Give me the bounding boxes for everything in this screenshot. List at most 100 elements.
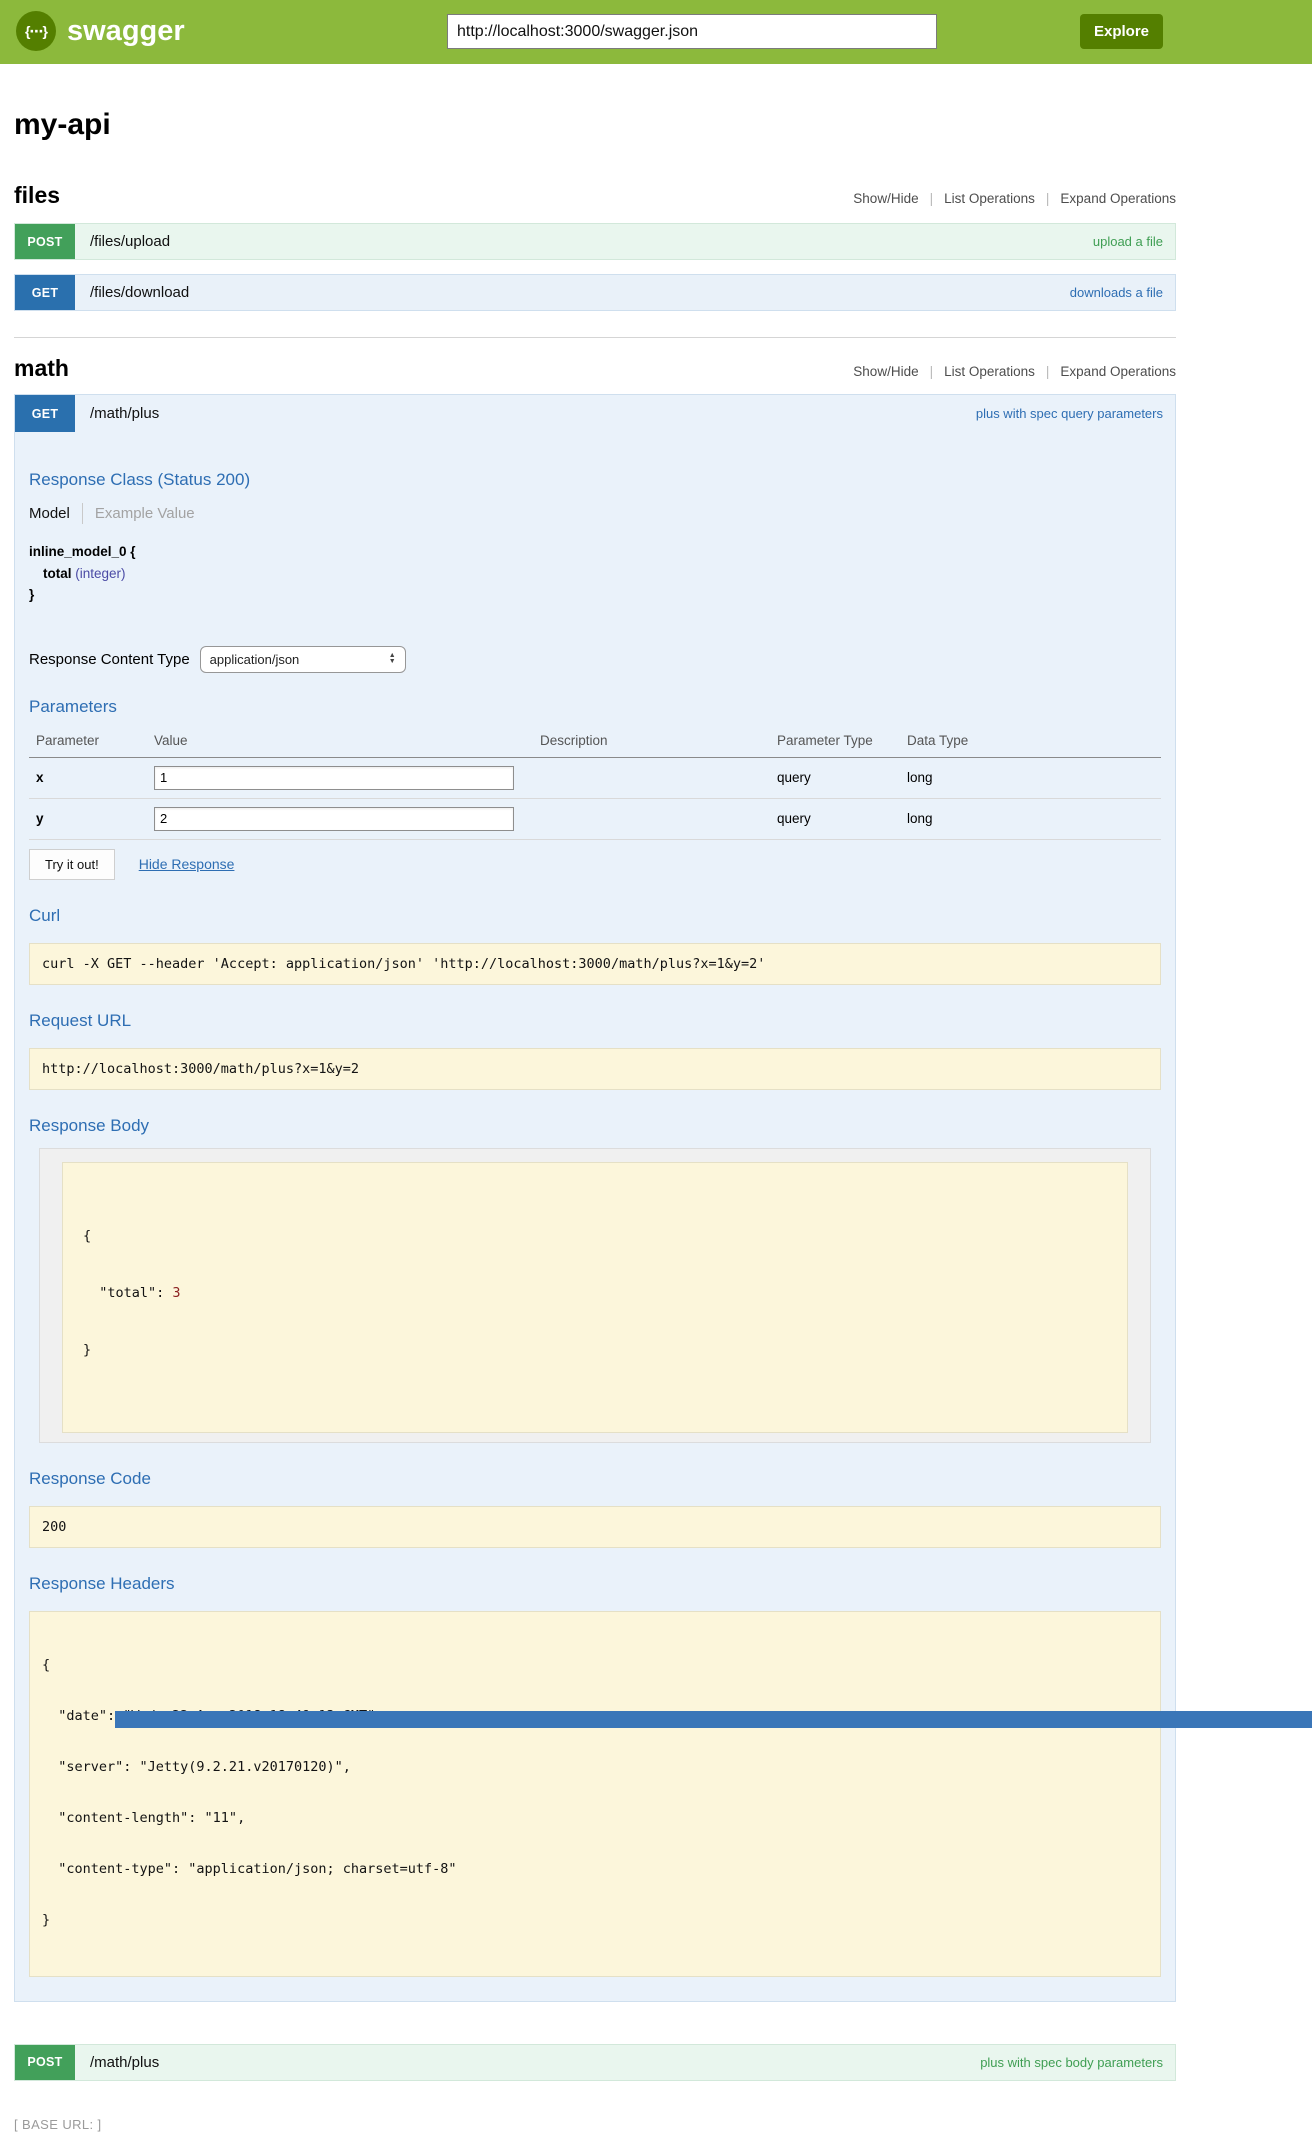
col-description: Description (540, 726, 777, 758)
operation-summary: downloads a file (1069, 285, 1163, 300)
parameter-description (540, 757, 777, 799)
parameter-x-input[interactable] (154, 765, 514, 790)
operation-path[interactable]: /math/plus (90, 405, 160, 422)
header-line: } (42, 1911, 51, 1928)
explore-button[interactable]: Explore (1080, 14, 1163, 49)
bottom-blue-bar (115, 1711, 1312, 1728)
section-controls-math: Show/Hide | List Operations | Expand Ope… (853, 364, 1176, 379)
operation-get-files-download[interactable]: GET /files/download downloads a file (14, 274, 1176, 311)
operation-header-get-math-plus[interactable]: GET /math/plus plus with spec query para… (15, 395, 1175, 432)
parameter-type: query (777, 798, 907, 840)
header-line: "server": "Jetty(9.2.21.v20170120)", (42, 1758, 351, 1775)
tab-divider (81, 503, 83, 524)
operation-detail-panel: Response Class (Status 200) Model Exampl… (15, 432, 1175, 2001)
select-arrows-icon: ▲ ▼ (388, 651, 396, 666)
response-body-container: { "total": 3 } (39, 1147, 1151, 1443)
json-close: } (83, 1341, 92, 1358)
parameters-title: Parameters (29, 696, 117, 716)
json-open: { (83, 1227, 92, 1244)
operation-path[interactable]: /files/upload (90, 233, 171, 250)
parameter-row-x: x query long (29, 757, 1161, 799)
request-url-block: http://localhost:3000/math/plus?x=1&y=2 (29, 1047, 1161, 1090)
response-class-title: Response Class (Status 200) (29, 470, 251, 489)
col-value: Value (154, 726, 540, 758)
property-name: total (43, 565, 72, 581)
page-title: my-api (14, 108, 111, 141)
response-headers-block: { "date": "Wed, 22 Aug 2018 18:49:13 GMT… (29, 1610, 1161, 1977)
operation-summary: plus with spec body parameters (980, 2054, 1163, 2070)
separator: | (1045, 364, 1050, 379)
data-type: long (907, 757, 1161, 799)
json-number-value: 3 (172, 1284, 181, 1301)
operation-summary: plus with spec query parameters (975, 406, 1163, 421)
operation-get-math-plus-expanded: GET /math/plus plus with spec query para… (14, 394, 1176, 2002)
curl-title: Curl (29, 905, 61, 925)
operation-path[interactable]: /files/download (90, 284, 190, 301)
method-badge-get: GET (15, 275, 75, 310)
curl-command-block: curl -X GET --header 'Accept: applicatio… (29, 942, 1161, 985)
operation-post-math-plus[interactable]: POST /math/plus plus with spec body para… (14, 2043, 1176, 2081)
operation-post-files-upload[interactable]: POST /files/upload upload a file (14, 223, 1176, 260)
content-wrap: my-api files Show/Hide | List Operations… (14, 108, 1176, 2081)
response-headers-title: Response Headers (29, 1573, 175, 1593)
col-data-type: Data Type (907, 726, 1161, 758)
selected-content-type: application/json (209, 651, 300, 667)
parameters-table: Parameter Value Description Parameter Ty… (29, 726, 1161, 840)
operation-path[interactable]: /math/plus (90, 2053, 160, 2071)
base-url-footer: [ BASE URL: ] (14, 2116, 102, 2132)
response-body-block: { "total": 3 } (62, 1161, 1128, 1433)
operation-summary: upload a file (1092, 234, 1163, 249)
hide-response-link[interactable]: Hide Response (138, 856, 235, 873)
json-total-line: "total": 3 (83, 1284, 181, 1301)
swagger-braces-icon: {⋯} (16, 11, 56, 51)
header-line: "content-type": "application/json; chars… (42, 1860, 457, 1877)
parameter-y-input[interactable] (154, 806, 514, 831)
separator: | (929, 191, 934, 206)
show-hide-link[interactable]: Show/Hide (853, 191, 919, 206)
method-badge-post: POST (15, 224, 75, 259)
swagger-logo[interactable]: {⋯} swagger (16, 11, 185, 51)
tab-model[interactable]: Model (29, 505, 70, 522)
list-operations-link[interactable]: List Operations (944, 191, 1035, 206)
tab-example-value[interactable]: Example Value (94, 505, 195, 522)
header-line: { (42, 1656, 51, 1673)
model-open: inline_model_0 { (29, 544, 136, 559)
response-class-tabs: Model Example Value (29, 503, 1161, 524)
parameter-name: y (29, 798, 154, 840)
try-row: Try it out! Hide Response (29, 848, 1161, 880)
expand-operations-link[interactable]: Expand Operations (1060, 191, 1176, 206)
separator: | (929, 364, 934, 379)
spec-url-input[interactable] (447, 14, 937, 49)
section-title-files[interactable]: files (14, 182, 61, 208)
section-controls-files: Show/Hide | List Operations | Expand Ope… (853, 191, 1176, 206)
parameter-type: query (777, 757, 907, 799)
section-title-math[interactable]: math (14, 355, 69, 381)
brand-name: swagger (67, 14, 185, 47)
response-content-type-label: Response Content Type (29, 650, 190, 668)
section-files: files Show/Hide | List Operations | Expa… (14, 182, 1176, 311)
expand-operations-link[interactable]: Expand Operations (1060, 364, 1176, 379)
response-code-title: Response Code (29, 1468, 151, 1488)
property-type: (integer) (75, 565, 126, 581)
top-bar: {⋯} swagger Explore (0, 0, 1312, 64)
parameter-name: x (29, 757, 154, 799)
model-close: } (29, 587, 35, 603)
model-property: total (integer) (29, 563, 1161, 585)
data-type: long (907, 798, 1161, 840)
parameter-description (540, 798, 777, 840)
response-code-block: 200 (29, 1505, 1161, 1548)
show-hide-link[interactable]: Show/Hide (853, 364, 919, 379)
model-signature: inline_model_0 { total (integer) } (29, 541, 1161, 606)
method-badge-post: POST (15, 2044, 75, 2080)
method-badge-get: GET (15, 395, 75, 432)
try-it-out-button[interactable]: Try it out! (29, 848, 115, 880)
response-body-title: Response Body (29, 1115, 150, 1135)
col-parameter: Parameter (29, 726, 154, 758)
section-math: math Show/Hide | List Operations | Expan… (14, 337, 1176, 2081)
list-operations-link[interactable]: List Operations (944, 364, 1035, 379)
parameters-header-row: Parameter Value Description Parameter Ty… (29, 726, 1161, 758)
response-content-type-select[interactable]: application/json ▲ ▼ (199, 645, 406, 673)
response-content-type-row: Response Content Type application/json ▲… (29, 645, 1161, 673)
parameter-row-y: y query long (29, 798, 1161, 840)
header-line: "content-length": "11", (42, 1809, 246, 1826)
